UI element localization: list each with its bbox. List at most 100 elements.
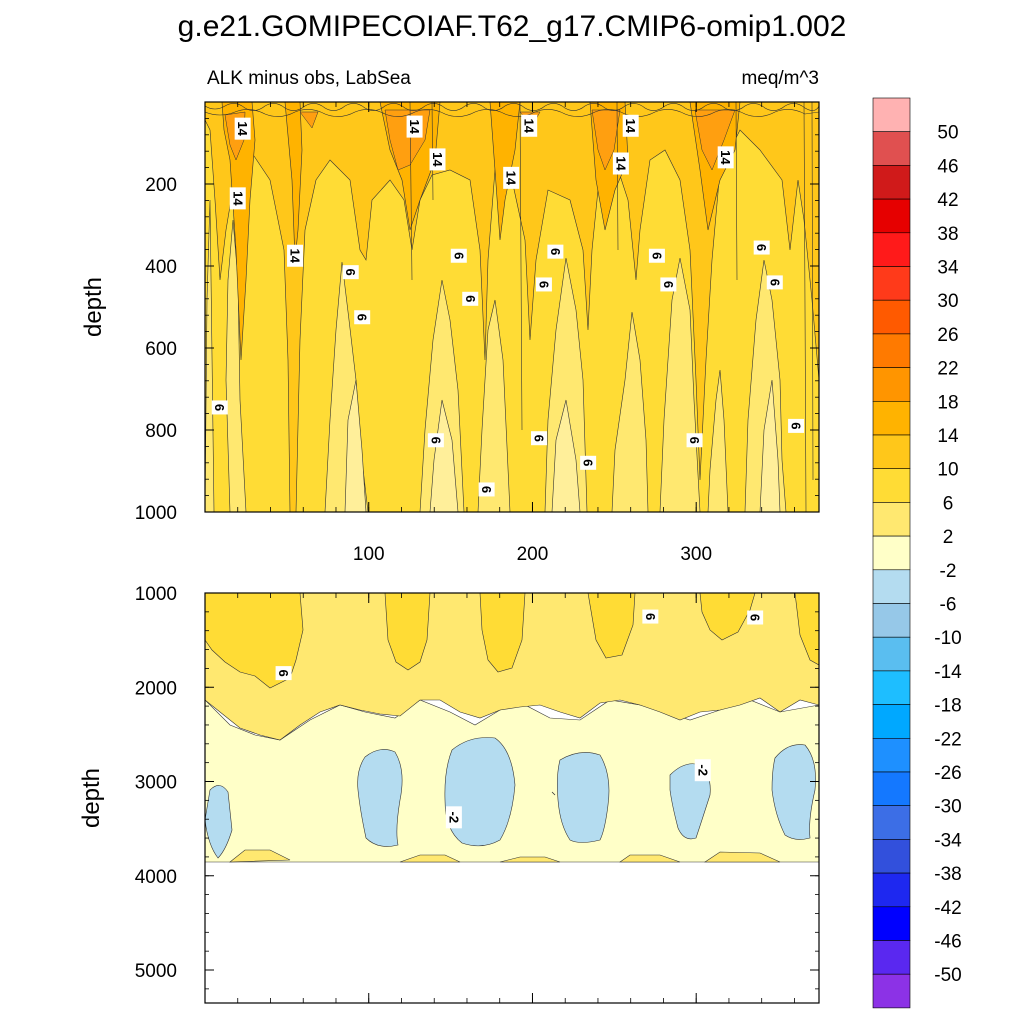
contour-label: 6 [532,435,547,442]
contour-label: 14 [613,156,628,171]
contour-label-box [531,431,548,446]
contour-label: 6 [451,252,466,259]
contour-label-box [642,609,659,624]
ytick-label: 1000 [135,503,177,524]
colorbar-swatch [872,872,911,908]
contour-label-box [445,806,462,829]
contour-label-box [234,117,251,140]
contour-label: 6 [428,437,443,444]
contour-label-box [648,248,665,263]
colorbar-swatch [872,266,911,301]
lower-panel-frame [204,592,820,1004]
contour-label: 6 [581,459,596,466]
contour-label-box [547,244,564,259]
colorbar-label: 42 [937,190,958,211]
contour-label-box [275,666,292,681]
colorbar-swatch [872,434,911,470]
contour-label-box [622,114,639,137]
contour-label: 6 [212,404,227,411]
contour-label-box [788,418,805,433]
contour-label: 6 [643,613,658,620]
contour-label: 6 [748,614,763,621]
upper-ylabel: depth [80,277,107,337]
contour-label-box [342,265,359,280]
colorbar-swatch [872,805,911,840]
contour-label-box [717,146,734,169]
colorbar-label: -46 [934,932,961,953]
colorbar-swatch [872,131,911,166]
contour-label: -2 [695,764,710,776]
colorbar-swatch [872,670,911,705]
contour-label-box [753,240,770,255]
contour-label: 14 [235,121,250,136]
contour-label-box [521,114,538,137]
colorbar-label: 6 [943,493,954,514]
contour-label-box [462,291,479,306]
contour-label-box [747,610,764,625]
contour-label: 6 [276,669,291,676]
contour-label-box [694,759,711,782]
contour-label: 14 [230,191,245,206]
contour-label: 14 [718,150,733,165]
colorbar-label: -6 [940,595,957,616]
contour-label-box [660,277,677,292]
contour-label: 6 [754,244,769,251]
contour-label-box [612,152,629,175]
colorbar-swatch [872,535,911,571]
ytick-label: 600 [145,339,177,360]
colorbar-label: -50 [934,965,961,986]
colorbar-label: -38 [934,864,961,885]
contour-label: 6 [789,422,804,429]
lower-contour-labels: 6 6 6 -2 -2 [275,609,764,829]
colorbar-label: 14 [937,426,959,447]
contour-label: 6 [649,252,664,259]
colorbar-swatch [872,299,911,335]
colorbar-label: -30 [934,797,961,818]
colorbar-label: 26 [937,325,958,346]
colorbar: 50 46 42 38 34 30 26 22 18 14 10 6 2 -2 -6 -10 -14 -18 -22… [872,97,962,1009]
contour-label: 6 [767,279,782,286]
upper-contour-labels: 14 14 14 14 14 14 14 14 14 14 6 6 6 6 6 6 6 6 6 6 6 6 6 6 6 6 6 [211,114,805,497]
colorbar-label: -10 [934,628,961,649]
colorbar-label: -14 [934,662,962,683]
colorbar-label: 22 [937,359,958,380]
contour-label: 14 [623,119,638,134]
colorbar-label: 10 [937,460,958,481]
colorbar-label: -42 [934,898,961,919]
xtick-label: 200 [517,544,549,565]
colorbar-swatch [872,232,911,267]
colorbar-swatch [872,97,911,133]
contour-label-box [580,455,597,470]
colorbar-label: 30 [937,291,958,312]
contour-label-box [406,115,423,138]
contour-label-box [211,400,228,415]
colorbar-label: 38 [937,224,958,245]
contour-label: 14 [504,171,519,186]
colorbar-swatch [872,906,911,941]
xtick-label: 300 [680,544,712,565]
ytick-label: 5000 [135,961,177,982]
colorbar-swatch [872,165,911,200]
contour-label: -2 [446,812,461,824]
ytick-label: 4000 [135,867,177,888]
ytick-label: 3000 [135,773,177,794]
colorbar-swatch [872,771,911,807]
ytick-label: 800 [145,421,177,442]
lower-6-10-bulges [205,593,819,689]
colorbar-swatch [872,502,911,537]
colorbar-label: 2 [943,527,954,548]
xtick-label: 100 [353,544,385,565]
lower-panel-field [205,593,819,1003]
contour-label-box [766,275,783,290]
colorbar-swatch [872,367,911,402]
colorbar-swatch [872,973,911,1009]
lower-negative-blobs [205,737,816,859]
colorbar-swatch [872,198,911,234]
colorbar-swatch [872,940,911,975]
contour-label: 14 [522,119,537,134]
subtitle-right: meq/m^3 [741,68,819,89]
contour-label: 6 [548,248,563,255]
lower-ylabel: depth [78,768,105,828]
colorbar-swatch [872,839,911,874]
